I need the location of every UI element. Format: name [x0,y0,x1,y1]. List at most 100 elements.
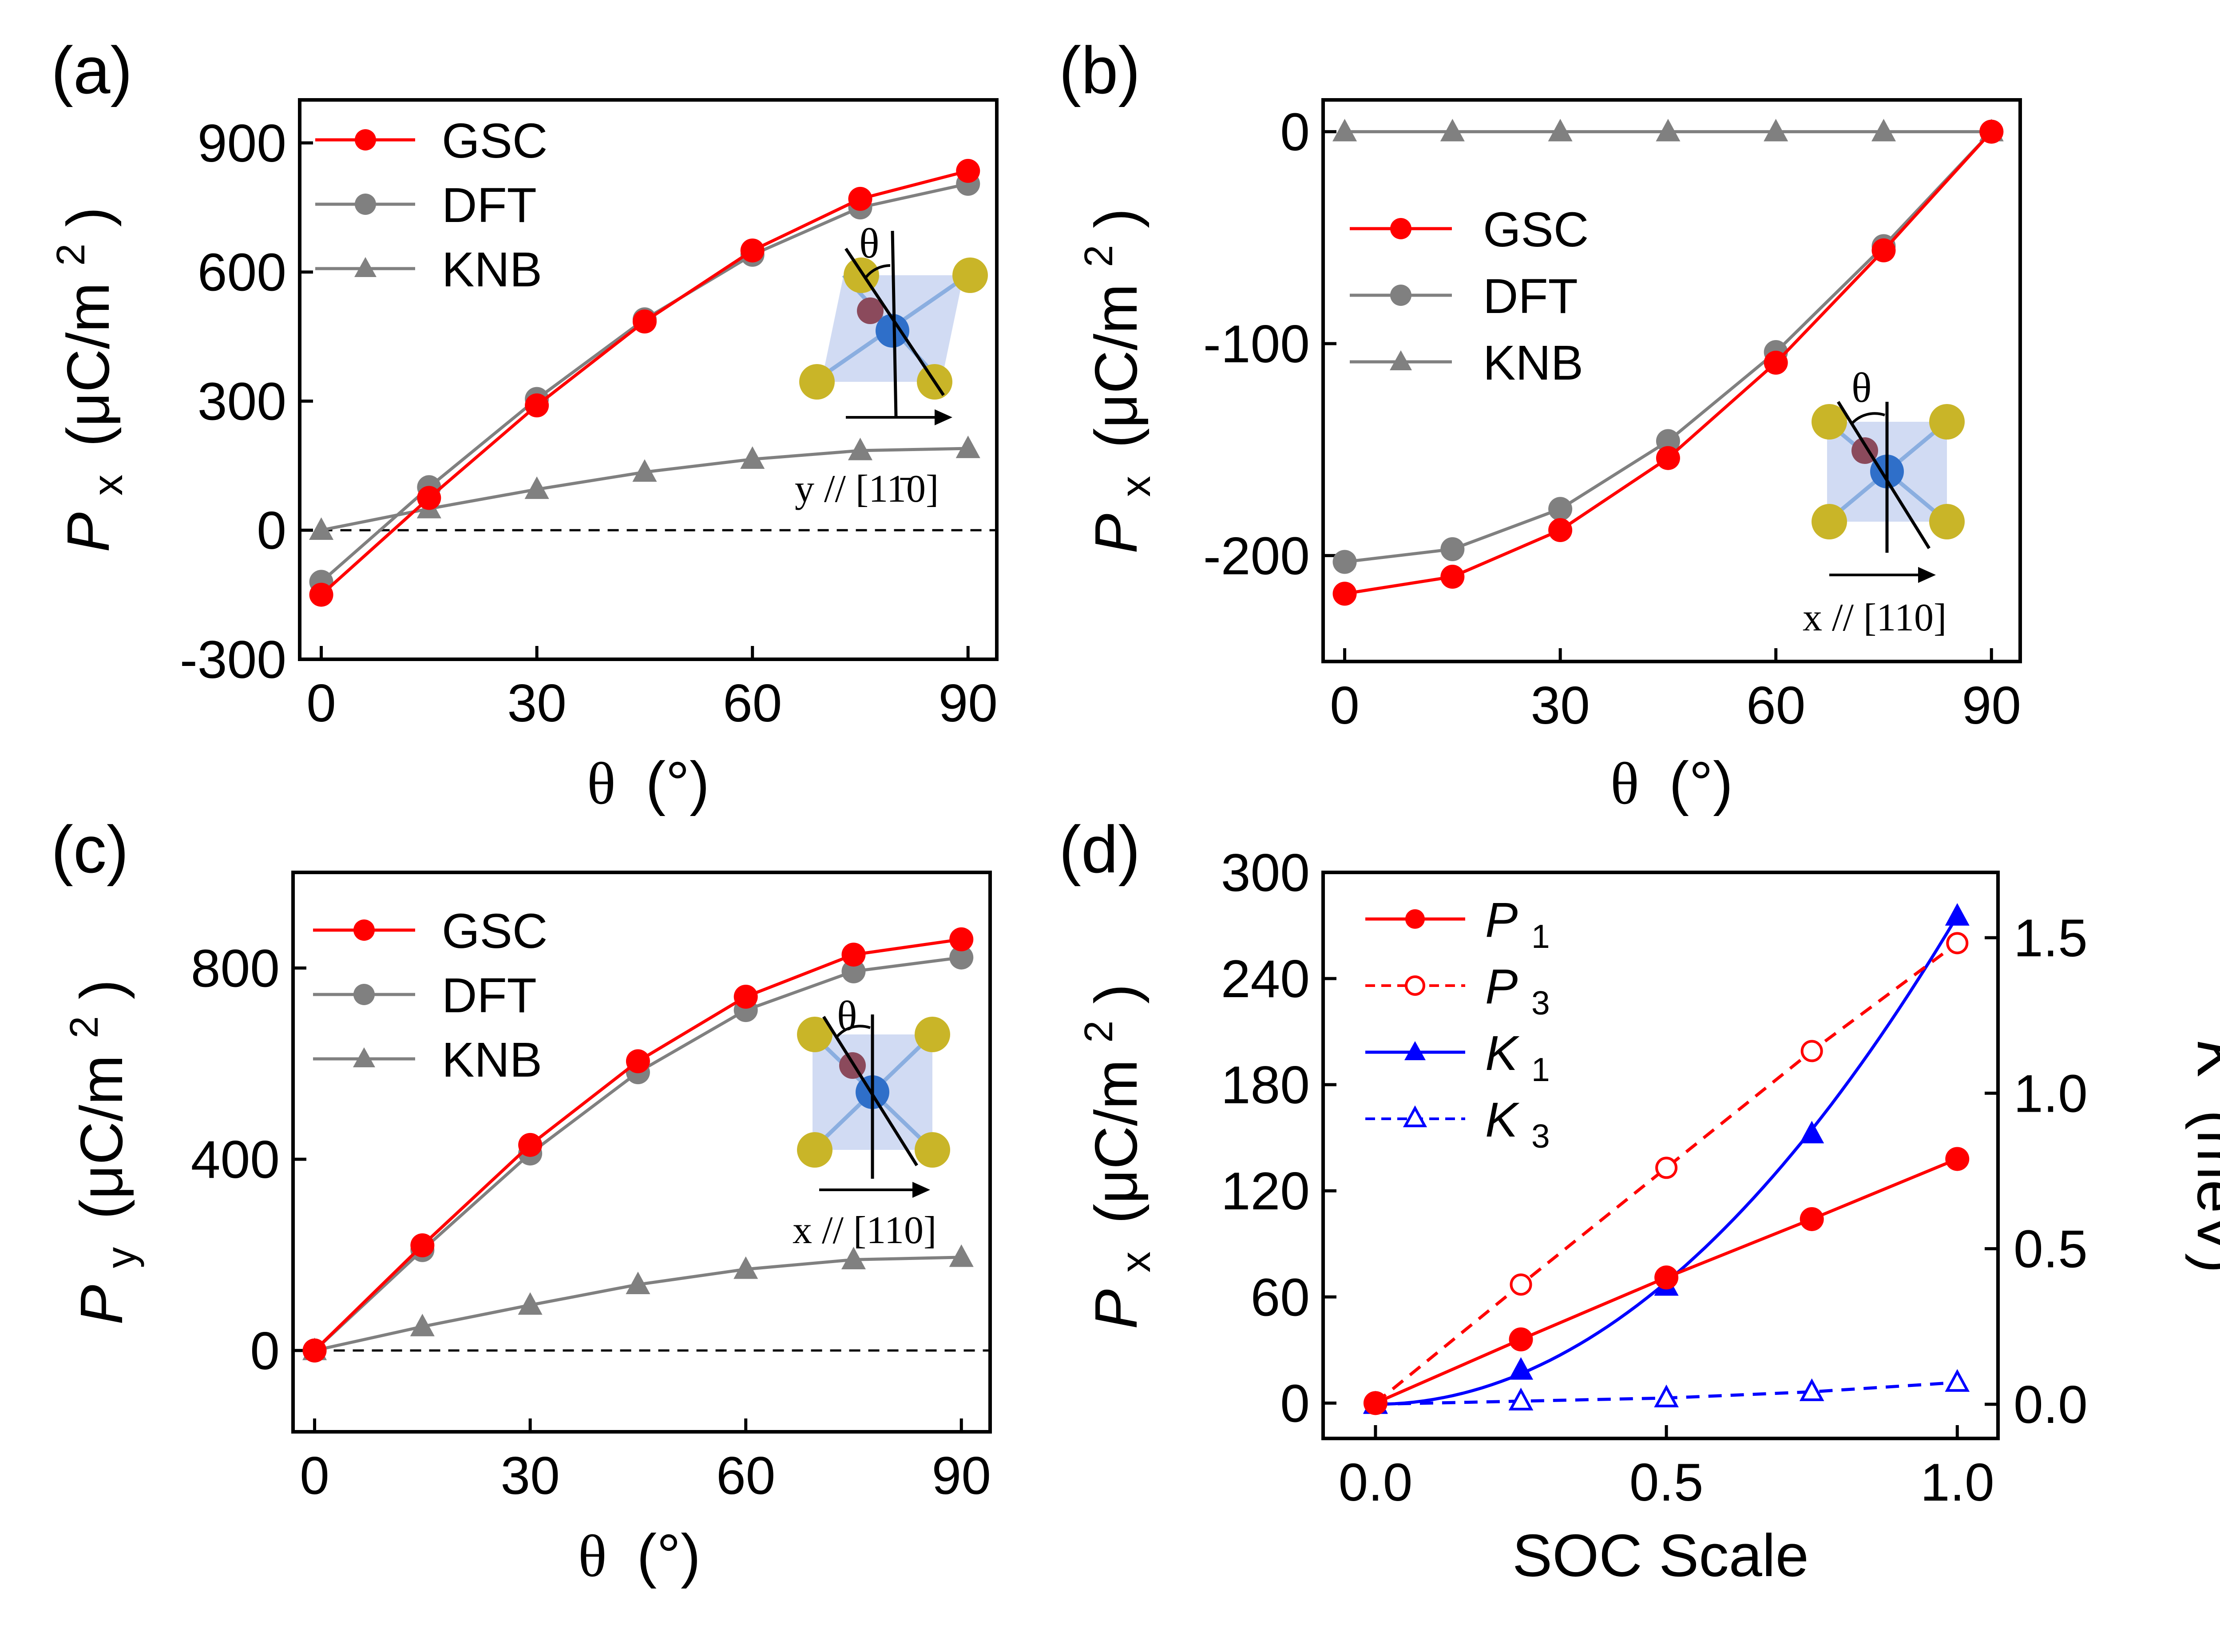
panel-a-legend-knb: KNB [442,242,542,297]
panel-d-ytick-label: 60 [1251,1268,1310,1327]
panel-d: (d) 0.0 0.5 1.0 0 60 120 180 240 300 0.0 0.5 1.0 1.5… [1058,812,2220,1589]
panel-c-series-gsc-point [733,985,758,1009]
panel-c-series-gsc-point [626,1049,650,1074]
panel-d-legend-k3-sub: 3 [1531,1117,1550,1155]
panel-a-series [309,158,980,607]
panel-a-series-gsc-point [309,582,333,607]
panel-c: (c) 0 30 60 90 0 400 800 GSC DFT KNB [51,812,992,1589]
panel-d-y2tick-label: 0.0 [2014,1375,2088,1434]
panel-b-ylabel-sup: 2 [1077,245,1121,267]
panel-d-legend-p1-symbol: P [1485,893,1518,947]
panel-b-series-gsc-point [1656,446,1680,470]
panel-c-ticks: 0 30 60 90 0 400 800 [191,939,991,1505]
panel-d-series-p1-point [1654,1265,1679,1290]
panel-b-xlabel-theta: θ [1610,751,1639,817]
panel-a-ytick-label: 900 [198,114,286,173]
panel-d-legend-p3: P 3 [1485,959,1550,1022]
panel-d-series-p3-point [1655,1157,1678,1179]
svg-text:P x (μC/m: P x (μC/m 2 ) [30,207,135,552]
panel-c-series-knb-point [626,1272,650,1295]
panel-c-ytick-label: 400 [191,1130,280,1189]
panel-d-y2label: K (meV) [2185,1040,2220,1273]
panel-b-xtick-label: 60 [1746,676,1805,735]
panel-a-xlabel-theta: θ [587,751,616,817]
panel-d-legend-k1-symbol: K [1485,1026,1520,1081]
panel-d-ylabel-symbol: P [1082,1289,1150,1329]
panel-d-series-p3-point [1510,1273,1532,1296]
panel-a-inset: θ y // [11̄0] [795,220,988,511]
panel-c-ytick-label: 0 [250,1321,280,1381]
panel-b-series [1332,119,2004,606]
panel-d-legend-p1-sub: 1 [1531,918,1550,955]
panel-c-label: (c) [51,812,129,887]
panel-c-xtick-label: 30 [500,1446,559,1505]
panel-a-ylabel-close: ) [55,207,122,227]
panel-d-series-k3-point [1654,1384,1679,1407]
panel-c-series-gsc-point [410,1233,435,1257]
panel-b-series-knb-point [1871,119,1896,142]
panel-a-legend: GSC DFT KNB [315,114,547,297]
panel-b-series-knb-point [1764,119,1788,142]
panel-a-series-gsc-point [525,393,549,418]
panel-a-legend-dft-marker [355,194,376,215]
panel-b-xlabel: θ (°) [1610,749,1733,817]
panel-a-ytick-label: 300 [198,372,286,431]
panel-d-ylabel-sup: 2 [1077,1021,1121,1043]
panel-b-series-gsc-point [1764,350,1788,375]
panel-a-legend-dft: DFT [442,178,537,233]
panel-b-ylabel-close: ) [1082,208,1150,228]
panel-a-ylabel-symbol: P [55,512,122,552]
panel-b-inset-angle: θ [1851,364,1872,411]
panel-c-inset: θ x // [110] [793,992,950,1252]
panel-a-series-knb-point [524,476,549,499]
panel-a-series-gsc-point [740,238,765,263]
panel-d-frame [1321,871,2000,1440]
panel-c-legend-knb: KNB [442,1033,542,1087]
panel-b-ytick-label: -200 [1203,526,1310,586]
panel-d-ytick-label: 240 [1221,949,1310,1009]
panel-a-series-knb-point [309,517,334,540]
svg-text:P x (μC/m: P x (μC/m 2 ) [1058,984,1163,1329]
panel-b-ytick-label: 0 [1280,103,1310,162]
panel-b-ylabel-unit: (μC/m [1082,284,1150,448]
panel-d-xtick-label: 0.5 [1629,1453,1704,1512]
panel-a-series-gsc-point [417,486,441,510]
panel-a-xlabel: θ (°) [587,749,710,817]
panel-c-ylabel-sup: 2 [62,1016,107,1038]
panel-b-inset: θ x // [110] [1803,364,1965,639]
panel-b-series-dft-point [1332,550,1357,574]
panel-c-xlabel: θ (°) [578,1522,701,1589]
panel-b-legend-dft-marker [1390,285,1411,306]
panel-d-legend-k1: K 1 [1485,1026,1550,1088]
panel-a: (a) 0 30 60 90 -300 0 300 600 900 GSC DFT KNB [30,33,999,817]
panel-b-series-gsc-point [1332,582,1357,606]
svg-text:θ (°): θ (°) [587,749,710,817]
panel-b: (b) 0 30 60 90 -200 -100 0 GSC DFT KNB [1059,33,2022,817]
panel-b-frame [1321,98,2022,663]
panel-d-legend-p1: P 1 [1485,893,1550,955]
panel-a-series-knb-point [740,446,765,469]
panel-c-series-gsc-point [518,1133,543,1157]
panel-c-series-gsc-point [949,927,974,951]
panel-b-series-dft-point [1656,429,1680,453]
panel-b-series-gsc-point [1871,238,1896,262]
panel-a-xtick-label: 30 [507,673,566,733]
panel-b-ylabel-symbol: P [1082,514,1150,554]
panel-c-legend: GSC DFT KNB [313,904,547,1087]
panel-d-legend-k1-marker [1404,1041,1426,1060]
panel-c-series [302,927,974,1363]
panel-b-legend-gsc: GSC [1483,202,1589,257]
panel-a-label: (a) [51,33,132,107]
panel-d-ytick-label: 120 [1221,1161,1310,1221]
panel-b-xtick-label: 90 [1962,676,2021,735]
panel-d-label: (d) [1059,812,1140,887]
panel-b-ytick-label: -100 [1203,314,1310,374]
panel-d-series-p3-point [1800,1040,1823,1062]
panel-a-inset-axis: y // [11̄0] [795,467,939,511]
panel-c-xtick-label: 0 [300,1446,329,1505]
panel-a-frame [298,98,999,661]
panel-d-ylabel-close: ) [1082,984,1150,1004]
panel-a-ytick-label: 600 [198,243,286,302]
panel-d-legend-k3-symbol: K [1485,1093,1520,1147]
